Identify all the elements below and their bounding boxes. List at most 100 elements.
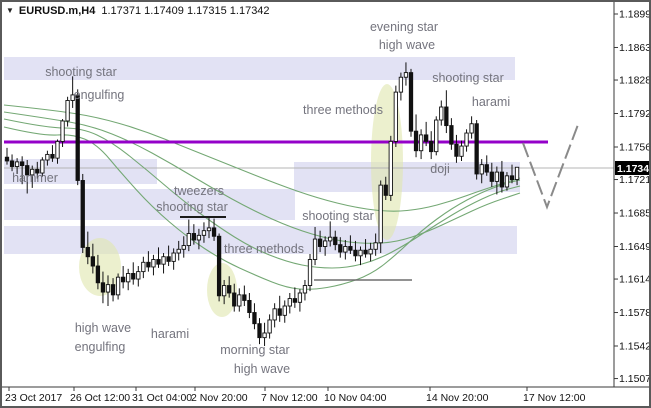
pattern-label: evening star xyxy=(370,20,438,34)
pattern-label: shooting star xyxy=(156,200,228,214)
zone-band xyxy=(4,189,295,220)
time-axis[interactable]: 23 Oct 2017 26 Oct 12:00 31 Oct 04:002 Nov… xyxy=(5,387,586,404)
candle xyxy=(297,289,303,312)
time-label: 23 Oct 2017 xyxy=(5,392,62,404)
time-label: 31 Oct 04:00 xyxy=(132,392,192,404)
pattern-labels: shooting star engulfing hammer tweezers shoo… xyxy=(12,20,510,376)
candle xyxy=(439,100,444,126)
time-label: 7 Nov 12:00 xyxy=(261,392,318,404)
candle xyxy=(444,90,449,134)
time-label: 26 Oct 12:00 xyxy=(70,392,130,404)
candle xyxy=(196,228,202,250)
candle xyxy=(262,322,267,347)
candle xyxy=(120,266,126,289)
candle xyxy=(418,129,424,160)
ma-line xyxy=(3,104,521,212)
candle xyxy=(60,119,65,147)
candle xyxy=(509,164,515,184)
candle xyxy=(110,278,116,302)
candle xyxy=(166,245,171,267)
candle xyxy=(171,248,176,270)
candle xyxy=(494,166,499,195)
candle xyxy=(186,219,191,252)
candle xyxy=(100,271,106,304)
candle xyxy=(479,159,484,184)
candle xyxy=(35,161,40,179)
candle xyxy=(459,140,464,161)
candle xyxy=(191,224,196,245)
candle xyxy=(216,233,222,302)
price-label: 1.17560 xyxy=(619,141,649,153)
candle xyxy=(504,172,510,191)
current-price-label: 1.17342 xyxy=(617,163,649,175)
candle xyxy=(242,285,247,307)
pattern-label: shooting star xyxy=(45,65,117,79)
candle xyxy=(151,254,156,276)
price-label: 1.18630 xyxy=(619,42,649,54)
price-label: 1.15070 xyxy=(619,373,649,385)
candle xyxy=(40,157,45,177)
candle xyxy=(489,162,494,187)
candle xyxy=(393,85,398,147)
price-label: 1.15420 xyxy=(619,341,649,353)
candle xyxy=(363,239,368,258)
pattern-label: engulfing xyxy=(74,88,125,102)
candle xyxy=(484,155,489,176)
pattern-label: hammer xyxy=(12,171,58,185)
pattern-label: high wave xyxy=(75,321,131,335)
candle xyxy=(211,218,217,241)
candle xyxy=(343,239,348,260)
candle xyxy=(136,266,141,287)
candle xyxy=(312,226,318,266)
candle xyxy=(156,247,161,268)
pattern-label: engulfing xyxy=(75,340,126,354)
candle xyxy=(449,118,454,150)
candle xyxy=(388,135,393,201)
candle xyxy=(413,114,419,158)
candle xyxy=(323,236,328,256)
candle xyxy=(70,76,75,108)
candle xyxy=(257,318,262,345)
moving-average-lines xyxy=(3,104,521,290)
candle xyxy=(328,221,333,247)
candle xyxy=(20,156,25,185)
candle xyxy=(206,217,212,239)
zone-band xyxy=(4,159,157,184)
price-label: 1.15780 xyxy=(619,307,649,319)
price-label: 1.18990 xyxy=(619,9,649,21)
candle xyxy=(181,236,186,258)
candle xyxy=(4,147,10,165)
candle xyxy=(287,293,292,314)
ma-line xyxy=(3,111,521,244)
pattern-label: shooting star xyxy=(432,71,504,85)
candle xyxy=(469,116,474,139)
price-label: 1.16850 xyxy=(619,208,649,220)
price-label: 1.16490 xyxy=(619,241,649,253)
price-label: 1.18280 xyxy=(619,75,649,87)
pattern-label: high wave xyxy=(379,38,435,52)
current-price-box xyxy=(615,161,649,175)
price-label: 1.16140 xyxy=(619,274,649,286)
time-label: 10 Nov 04:00 xyxy=(324,392,387,404)
candle xyxy=(282,300,287,323)
candle xyxy=(65,96,70,127)
candle xyxy=(378,180,383,254)
candle xyxy=(90,243,96,274)
candle xyxy=(267,314,272,339)
candle xyxy=(25,160,30,194)
pattern-label: shooting star xyxy=(302,209,374,223)
candle xyxy=(237,288,242,312)
candle xyxy=(14,158,20,174)
pattern-label: three methods xyxy=(224,242,304,256)
candle xyxy=(221,279,227,305)
candle xyxy=(85,231,90,265)
symbol-dropdown-icon[interactable]: ▼ xyxy=(6,6,14,15)
candle xyxy=(383,176,388,200)
symbol-period-label: EURUSD.m,H4 xyxy=(18,5,96,17)
price-label: 1.17920 xyxy=(619,108,649,120)
zone-band xyxy=(4,57,515,80)
candle xyxy=(429,131,434,160)
price-axis[interactable]: 1.18990 1.18630 1.18280 1.17920 1.17560 1.172… xyxy=(614,9,649,386)
